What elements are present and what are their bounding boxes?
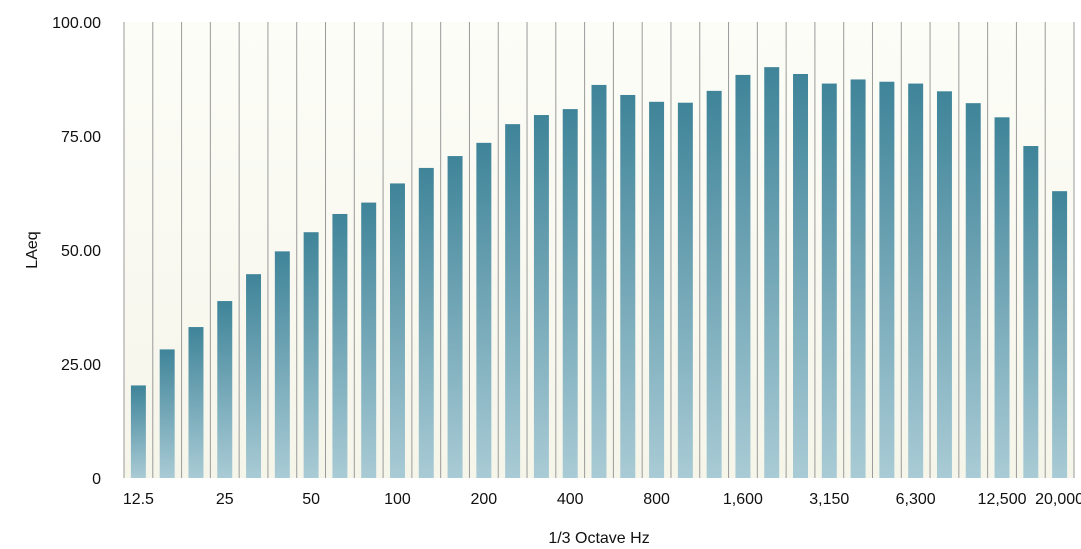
bar-125 xyxy=(419,168,434,478)
bar-25 xyxy=(217,301,232,478)
bar-2000 xyxy=(764,67,779,478)
bar-2500 xyxy=(793,74,808,478)
bar-1600 xyxy=(735,75,750,478)
bar-1000 xyxy=(678,103,693,478)
bar-1250 xyxy=(707,91,722,478)
y-tick-label: 75.00 xyxy=(61,129,101,146)
bar-12.5 xyxy=(131,385,146,478)
y-tick-label: 100.00 xyxy=(52,15,101,32)
bar-6300 xyxy=(908,84,923,478)
bar-20000 xyxy=(1052,191,1067,478)
bar-16 xyxy=(160,349,175,478)
x-tick-label: 25 xyxy=(216,491,234,508)
bar-10000 xyxy=(966,103,981,478)
bar-16000 xyxy=(1023,146,1038,478)
x-tick-label: 1,600 xyxy=(723,491,763,508)
x-tick-label: 400 xyxy=(557,491,584,508)
bar-630 xyxy=(620,95,635,478)
y-axis-title: LAeq xyxy=(24,231,41,268)
bar-250 xyxy=(505,124,520,478)
bar-315 xyxy=(534,115,549,478)
bar-200 xyxy=(476,143,491,478)
bar-63 xyxy=(332,214,347,478)
bar-5000 xyxy=(879,82,894,478)
bar-160 xyxy=(448,156,463,478)
x-tick-label: 6,300 xyxy=(896,491,936,508)
y-tick-label: 0 xyxy=(92,471,101,488)
bar-800 xyxy=(649,102,664,478)
y-tick-label: 25.00 xyxy=(61,357,101,374)
bar-20 xyxy=(188,327,203,478)
x-tick-label: 100 xyxy=(384,491,411,508)
bar-4000 xyxy=(851,79,866,478)
x-tick-label: 3,150 xyxy=(809,491,849,508)
y-tick-label: 50.00 xyxy=(61,243,101,260)
bar-31.5 xyxy=(246,274,261,478)
bar-12500 xyxy=(995,117,1010,478)
bar-500 xyxy=(592,85,607,478)
bar-100 xyxy=(390,183,405,478)
bar-40 xyxy=(275,251,290,478)
x-tick-label: 12.5 xyxy=(123,491,154,508)
bar-50 xyxy=(304,232,319,478)
x-tick-label: 20,000 xyxy=(1035,491,1081,508)
bar-400 xyxy=(563,109,578,478)
bar-8000 xyxy=(937,91,952,478)
x-axis-title: 1/3 Octave Hz xyxy=(548,530,649,547)
y-tick-labels: 0 25.00 50.00 75.00 100.00 xyxy=(52,15,101,488)
x-tick-label: 800 xyxy=(643,491,670,508)
x-tick-label: 50 xyxy=(302,491,320,508)
x-tick-label: 12,500 xyxy=(978,491,1027,508)
bar-3150 xyxy=(822,84,837,478)
x-tick-label: 200 xyxy=(470,491,497,508)
bar-80 xyxy=(361,203,376,478)
x-tick-labels: 12.5 25 50 100 200 400 800 1,600 3,150 6,300 12,50… xyxy=(123,491,1081,508)
